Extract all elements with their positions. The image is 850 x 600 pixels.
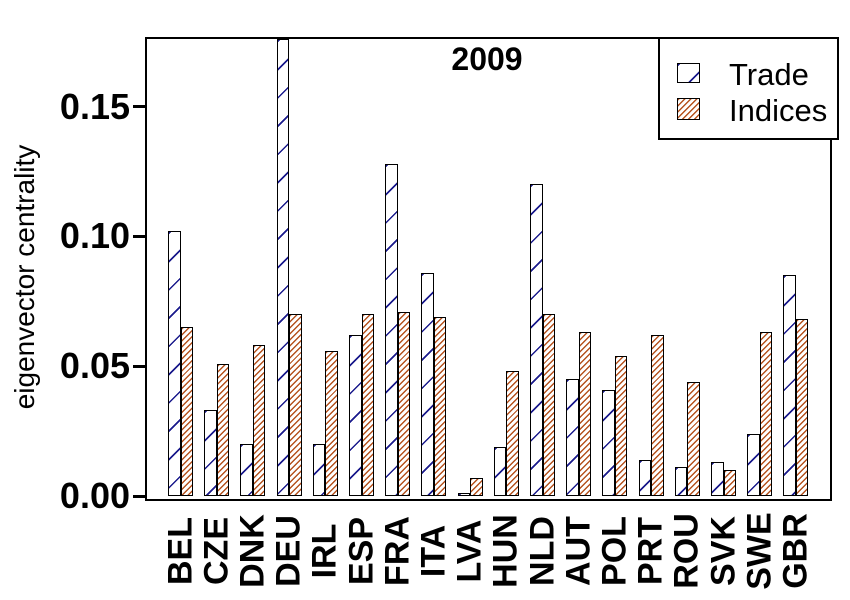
x-axis-label-GBR: GBR — [776, 513, 815, 589]
y-tick-mark-0.10 — [133, 234, 145, 238]
bar-indices-NLD — [542, 314, 555, 496]
x-axis-label-NLD: NLD — [523, 516, 561, 586]
bar-trade-HUN — [493, 447, 507, 496]
bar-trade-DEU — [276, 39, 290, 496]
bar-indices-IRL — [325, 351, 338, 496]
bar-indices-CZE — [216, 364, 230, 496]
bar-indices-HUN — [506, 371, 519, 496]
bar-trade-GBR — [783, 275, 796, 496]
bar-trade-LVA — [457, 493, 471, 496]
x-axis-label-ROU: ROU — [667, 513, 706, 589]
bar-indices-ESP — [361, 314, 374, 496]
x-axis-label-FRA: FRA — [378, 516, 417, 586]
bar-trade-ESP — [349, 335, 362, 496]
bar-indices-PRT — [651, 335, 664, 496]
y-tick-label-0.10: 0.10 — [59, 215, 130, 257]
bar-indices-AUT — [578, 332, 592, 496]
bar-trade-ROU — [674, 467, 688, 496]
bar-indices-ROU — [687, 382, 700, 496]
bar-trade-DNK — [240, 444, 253, 496]
legend-label-indices: Indices — [729, 93, 828, 128]
x-axis-label-ITA: ITA — [414, 524, 453, 578]
bar-trade-NLD — [530, 184, 543, 496]
x-axis-label-DEU: DEU — [269, 515, 308, 587]
x-axis-label-AUT: AUT — [559, 516, 598, 586]
bar-trade-POL — [602, 390, 615, 496]
bar-indices-GBR — [795, 319, 809, 496]
x-axis-label-DNK: DNK — [233, 514, 272, 588]
y-tick-label-0.05: 0.05 — [59, 345, 130, 387]
x-axis-label-SVK: SVK — [704, 516, 742, 586]
legend-swatch-indices-hatch-icon — [677, 98, 700, 120]
x-axis-label-LVA: LVA — [450, 519, 489, 583]
bar-indices-BEL — [180, 327, 193, 496]
x-axis-label-BEL: BEL — [161, 517, 199, 585]
bar-indices-POL — [614, 356, 628, 496]
bar-trade-SWE — [747, 434, 760, 496]
y-tick-mark-0.00 — [133, 494, 145, 498]
y-tick-label-0.00: 0.00 — [59, 475, 130, 516]
y-tick-label-0.15: 0.15 — [59, 85, 130, 127]
bar-trade-BEL — [168, 231, 181, 496]
bar-trade-PRT — [638, 460, 652, 496]
x-axis-label-CZE: CZE — [197, 517, 236, 585]
y-tick-mark-0.15 — [133, 105, 145, 109]
bar-indices-SWE — [759, 332, 773, 496]
legend: Trade Indices — [658, 37, 839, 140]
bar-trade-ITA — [421, 273, 434, 496]
x-axis-label-POL: POL — [595, 516, 634, 586]
bar-indices-LVA — [470, 478, 483, 496]
y-tick-mark-0.05 — [133, 364, 145, 368]
legend-swatch-trade-hatch-icon — [677, 63, 700, 83]
chart-title: 2009 — [451, 41, 523, 77]
bar-trade-FRA — [385, 164, 398, 496]
bar-indices-FRA — [397, 312, 411, 496]
x-axis-label-HUN: HUN — [486, 514, 525, 588]
bar-trade-AUT — [566, 379, 579, 496]
x-axis-label-SWE: SWE — [740, 512, 779, 590]
bar-trade-IRL — [312, 444, 326, 496]
y-axis-title: eigenvector centrality — [9, 144, 40, 410]
bar-indices-ITA — [433, 317, 447, 496]
legend-label-trade: Trade — [729, 57, 809, 92]
x-axis-label-IRL: IRL — [305, 523, 344, 579]
bar-indices-DEU — [289, 314, 302, 496]
x-axis-label-ESP: ESP — [342, 516, 380, 586]
bar-indices-SVK — [723, 470, 736, 496]
bar-trade-SVK — [711, 462, 724, 496]
x-axis-label-PRT: PRT — [631, 517, 670, 585]
bar-indices-DNK — [252, 345, 266, 496]
bar-trade-CZE — [204, 410, 217, 496]
